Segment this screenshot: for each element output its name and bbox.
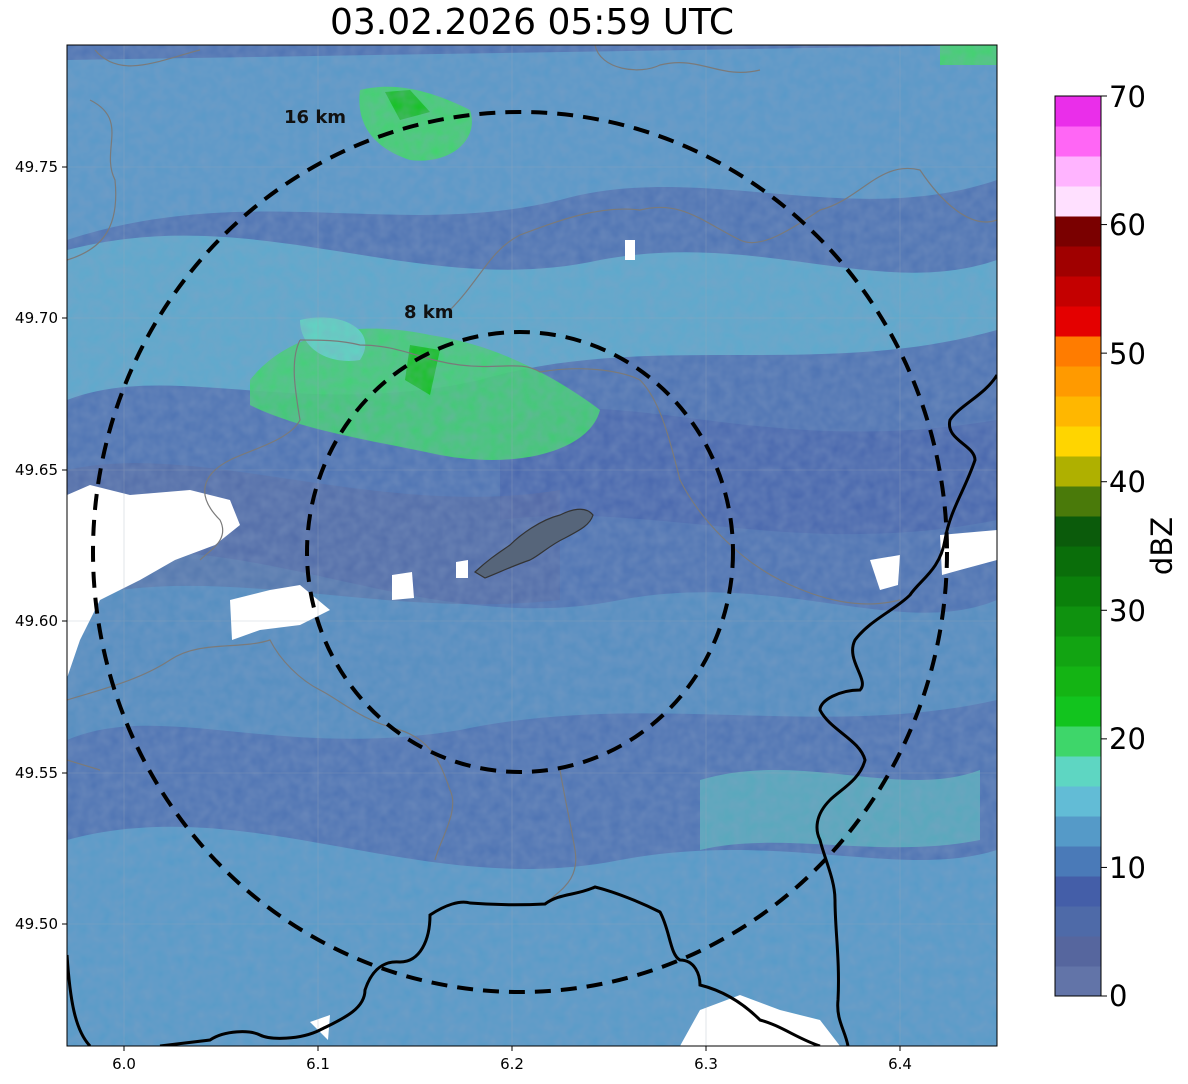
country-borders [67, 374, 997, 1046]
colorbar-bin [1055, 756, 1101, 787]
range-ring-8km [305, 330, 735, 774]
colorbar-tick-label: 10 [1109, 851, 1146, 885]
x-tick-label: 6.4 [888, 1055, 912, 1073]
colorbar-bin [1055, 366, 1101, 397]
colorbar-bin [1055, 966, 1101, 997]
colorbar-bin [1055, 816, 1101, 847]
y-tick-label: 49.55 [15, 764, 58, 782]
colorbar-bin [1055, 126, 1101, 157]
colorbar-bin [1055, 936, 1101, 967]
colorbar-bin [1055, 636, 1101, 667]
colorbar-bin [1055, 156, 1101, 187]
colorbar-bin [1055, 246, 1101, 277]
colorbar-tick-label: 20 [1109, 722, 1146, 756]
colorbar-bin [1055, 486, 1101, 517]
colorbar-bin [1055, 606, 1101, 637]
colorbar-bin [1055, 306, 1101, 337]
colorbar: 0 10 20 30 40 50 60 70 dBZ [1054, 80, 1179, 1013]
colorbar-tick-label: 40 [1109, 465, 1146, 499]
x-tick-label: 6.3 [694, 1055, 718, 1073]
x-tick-label: 6.2 [500, 1055, 524, 1073]
colorbar-bin [1055, 786, 1101, 817]
colorbar-bin [1055, 456, 1101, 487]
range-rings [91, 110, 949, 994]
colorbar-bin [1055, 396, 1101, 427]
colorbar-bin [1055, 576, 1101, 607]
colorbar-bin [1055, 666, 1101, 697]
colorbar-tick-label: 70 [1109, 80, 1146, 114]
colorbar-bin [1055, 546, 1101, 577]
y-tick-label: 49.75 [15, 158, 58, 176]
x-tick-label: 6.1 [306, 1055, 330, 1073]
y-tick-label: 49.70 [15, 309, 58, 327]
x-tick-label: 6.0 [112, 1055, 136, 1073]
radar-reflectivity-field: 16 km 8 km [67, 45, 997, 1046]
colorbar-bin [1055, 96, 1101, 127]
ring-label-8km: 8 km [404, 302, 454, 323]
map-title: 03.02.2026 05:59 UTC [329, 2, 735, 43]
colorbar-bin [1055, 696, 1101, 727]
colorbar-bin [1055, 876, 1101, 907]
ring-label-16km: 16 km [284, 107, 346, 128]
city-outline [474, 508, 594, 579]
colorbar-label: dBZ [1145, 517, 1179, 575]
colorbar-tick-label: 50 [1109, 337, 1146, 371]
municipal-borders [67, 45, 997, 901]
colorbar-tick-label: 30 [1109, 594, 1146, 628]
colorbar-frame [1054, 95, 1102, 997]
y-axis: 49.75 49.70 49.65 49.60 49.55 49.50 [15, 158, 67, 933]
colorbar-bin [1055, 276, 1101, 307]
y-tick-label: 49.60 [15, 612, 58, 630]
colorbar-bin [1055, 846, 1101, 877]
plot-frame [66, 44, 998, 1047]
colorbar-bin [1055, 216, 1101, 247]
colorbar-bin [1055, 336, 1101, 367]
colorbar-tick-label: 60 [1109, 208, 1146, 242]
colorbar-bin [1055, 726, 1101, 757]
colorbar-bin [1055, 906, 1101, 937]
colorbar-tick-label: 0 [1109, 979, 1127, 1013]
colorbar-bin [1055, 426, 1101, 457]
colorbar-bin [1055, 516, 1101, 547]
y-tick-label: 49.50 [15, 915, 58, 933]
x-axis: 6.0 6.1 6.2 6.3 6.4 [112, 1046, 912, 1073]
colorbar-bin [1055, 186, 1101, 217]
colorbar-bins [1055, 96, 1101, 997]
range-ring-16km [91, 110, 949, 994]
y-tick-label: 49.65 [15, 461, 58, 479]
